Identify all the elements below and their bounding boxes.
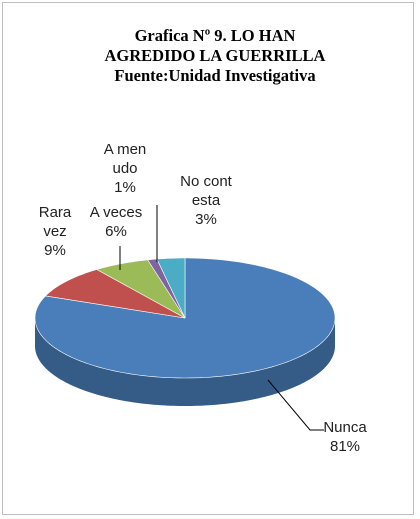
chart-title-block: Grafica Nº 9. LO HAN AGREDIDO LA GUERRIL… [90, 26, 340, 86]
chart-frame [2, 2, 414, 515]
category-label: Nunca [323, 419, 367, 436]
value-label: 6% [105, 223, 127, 240]
pie-slice [156, 257, 186, 319]
leader-line [267, 379, 324, 431]
category-label: A veces [89, 204, 143, 221]
pie-slice-side [35, 318, 335, 406]
data-label: A menudo 1% [101, 140, 149, 197]
value-label: 9% [44, 242, 66, 259]
value-label: 3% [195, 211, 217, 228]
chart-subtitle: Fuente:Unidad Investigativa [114, 66, 316, 85]
category-label: A menudo [103, 141, 147, 177]
pie-slice [44, 269, 186, 319]
chart-title: Grafica Nº 9. LO HAN AGREDIDO LA GUERRIL… [104, 26, 326, 65]
category-label: No contesta [180, 173, 232, 209]
value-label: 81% [329, 438, 361, 455]
value-label: 1% [114, 179, 136, 196]
data-label: No contesta 3% [179, 172, 233, 229]
pie-slice [34, 257, 336, 379]
data-label: Nunca 81% [315, 418, 375, 456]
data-label: A veces 6% [80, 203, 152, 241]
data-label: Rara vez 9% [34, 203, 76, 260]
category-label: Rara vez [38, 204, 72, 240]
pie-slice [96, 259, 186, 319]
